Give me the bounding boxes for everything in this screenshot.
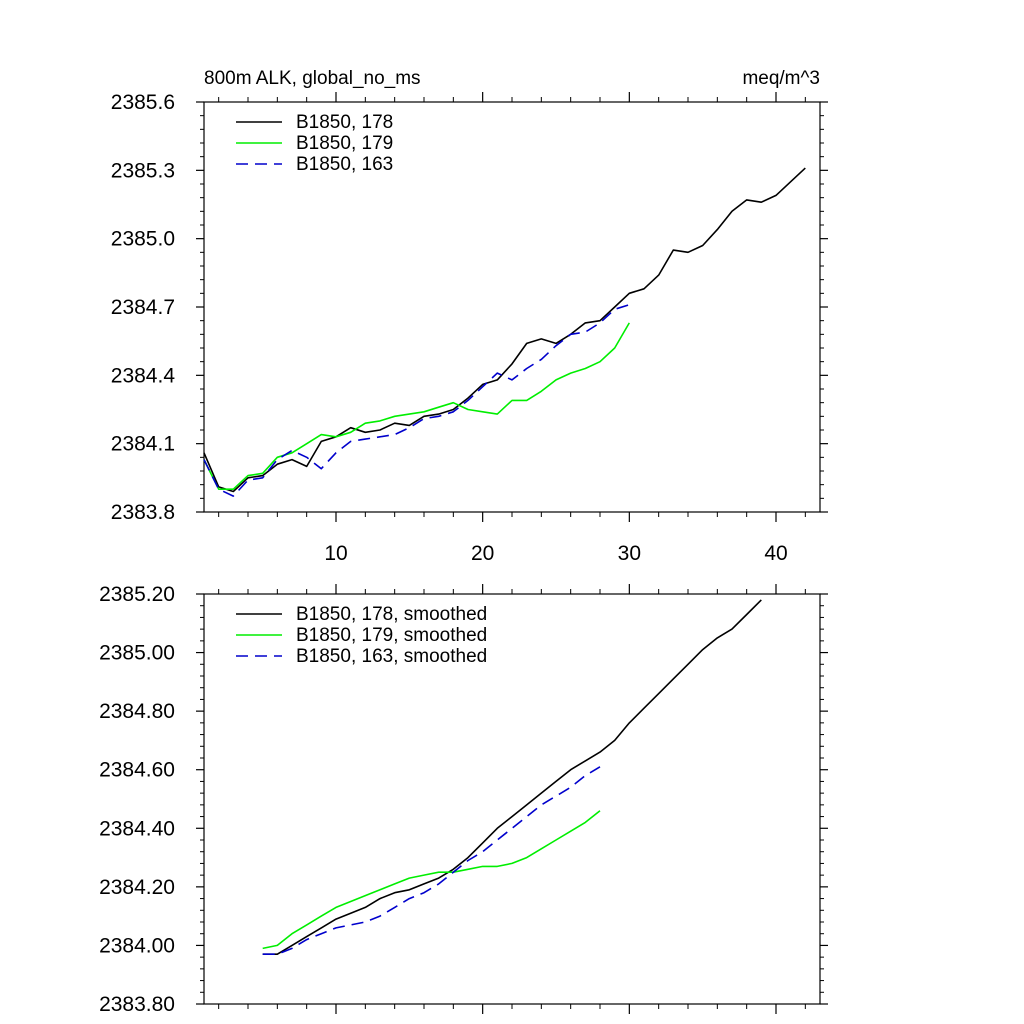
top-panel-title-right: meq/m^3	[742, 68, 820, 89]
y-tick-label: 2383.8	[111, 501, 175, 524]
x-tick-label: 40	[764, 542, 787, 565]
y-tick-label: 2384.00	[99, 934, 175, 957]
y-tick-label: 2385.6	[111, 91, 175, 114]
y-tick-label: 2384.1	[111, 433, 175, 456]
legend-label-2: B1850, 163	[296, 154, 393, 175]
series-line-2	[203, 303, 630, 497]
y-tick-label: 2385.00	[99, 642, 175, 665]
top-panel-title-left: 800m ALK, global_no_ms	[204, 68, 421, 89]
bottom-panel: 2383.80 2384.00 2384.20 2384.40 2384.60 2384.…	[99, 583, 828, 1016]
y-tick-label: 2384.4	[111, 364, 176, 387]
y-tick-label: 2385.3	[111, 159, 175, 182]
legend-label-1: B1850, 179, smoothed	[296, 625, 487, 646]
y-tick-label: 2384.60	[99, 759, 175, 782]
top-panel: 800m ALK, global_no_ms meq/m^3 2383.8 238…	[111, 68, 828, 565]
y-tick-label: 2384.20	[99, 876, 175, 899]
series-line-1	[203, 322, 630, 491]
y-tick-label: 2383.80	[99, 993, 175, 1016]
y-tick-label: 2384.40	[99, 817, 175, 840]
legend-label-1: B1850, 179	[296, 133, 393, 154]
y-tick-label: 2385.20	[99, 583, 175, 606]
x-tick-label: 10	[324, 542, 347, 565]
x-tick-label: 30	[618, 542, 641, 565]
series-line-0	[203, 167, 806, 493]
y-tick-label: 2384.7	[111, 296, 175, 319]
legend-label-0: B1850, 178	[296, 112, 393, 133]
series-line-1	[262, 810, 601, 950]
x-tick-label: 20	[471, 542, 494, 565]
legend-label-2: B1850, 163, smoothed	[296, 646, 487, 667]
series-line-2	[262, 766, 601, 956]
series-line-0	[262, 599, 762, 956]
legend-label-0: B1850, 178, smoothed	[296, 604, 487, 625]
y-tick-label: 2384.80	[99, 700, 175, 723]
y-tick-label: 2385.0	[111, 228, 175, 251]
